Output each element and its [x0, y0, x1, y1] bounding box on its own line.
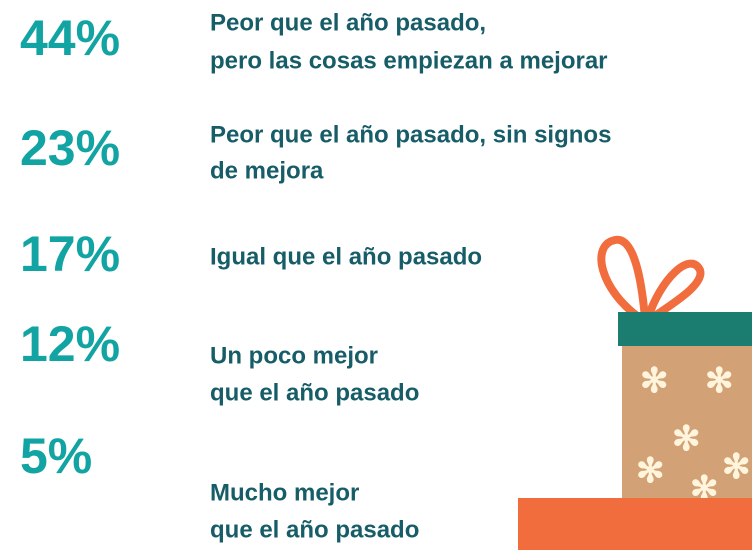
gift-base [518, 498, 752, 550]
percent: 12% [20, 316, 120, 372]
description-line: de mejora [210, 157, 324, 184]
star: ✻ [705, 362, 734, 400]
item-list: 44% Peor que el año pasado, pero las cosas… [20, 9, 611, 543]
description-line: Un poco mejor [210, 342, 378, 369]
gift-illustration: ✻ ✻ ✻ ✻ ✻ ✻ [518, 235, 752, 550]
star: ✻ [722, 448, 751, 486]
gift-box [622, 345, 752, 505]
description-line: que el año pasado [210, 516, 419, 543]
ribbon-bow [644, 259, 705, 322]
description-line: Peor que el año pasado, sin signos [210, 121, 611, 148]
percent: 5% [20, 428, 92, 484]
star: ✻ [640, 362, 669, 400]
percent: 17% [20, 226, 120, 282]
percent: 44% [20, 10, 120, 66]
percent: 23% [20, 120, 120, 176]
star: ✻ [672, 420, 701, 458]
ribbon-bow [597, 235, 649, 322]
description-line: Peor que el año pasado, [210, 9, 486, 36]
gift-lid [618, 312, 752, 346]
star: ✻ [636, 452, 665, 490]
description-line: pero las cosas empiezan a mejorar [210, 47, 608, 74]
stars: ✻ ✻ ✻ ✻ ✻ ✻ [636, 362, 751, 508]
description-line: Mucho mejor [210, 479, 359, 506]
description-line: que el año pasado [210, 379, 419, 406]
description-line: Igual que el año pasado [210, 243, 482, 270]
